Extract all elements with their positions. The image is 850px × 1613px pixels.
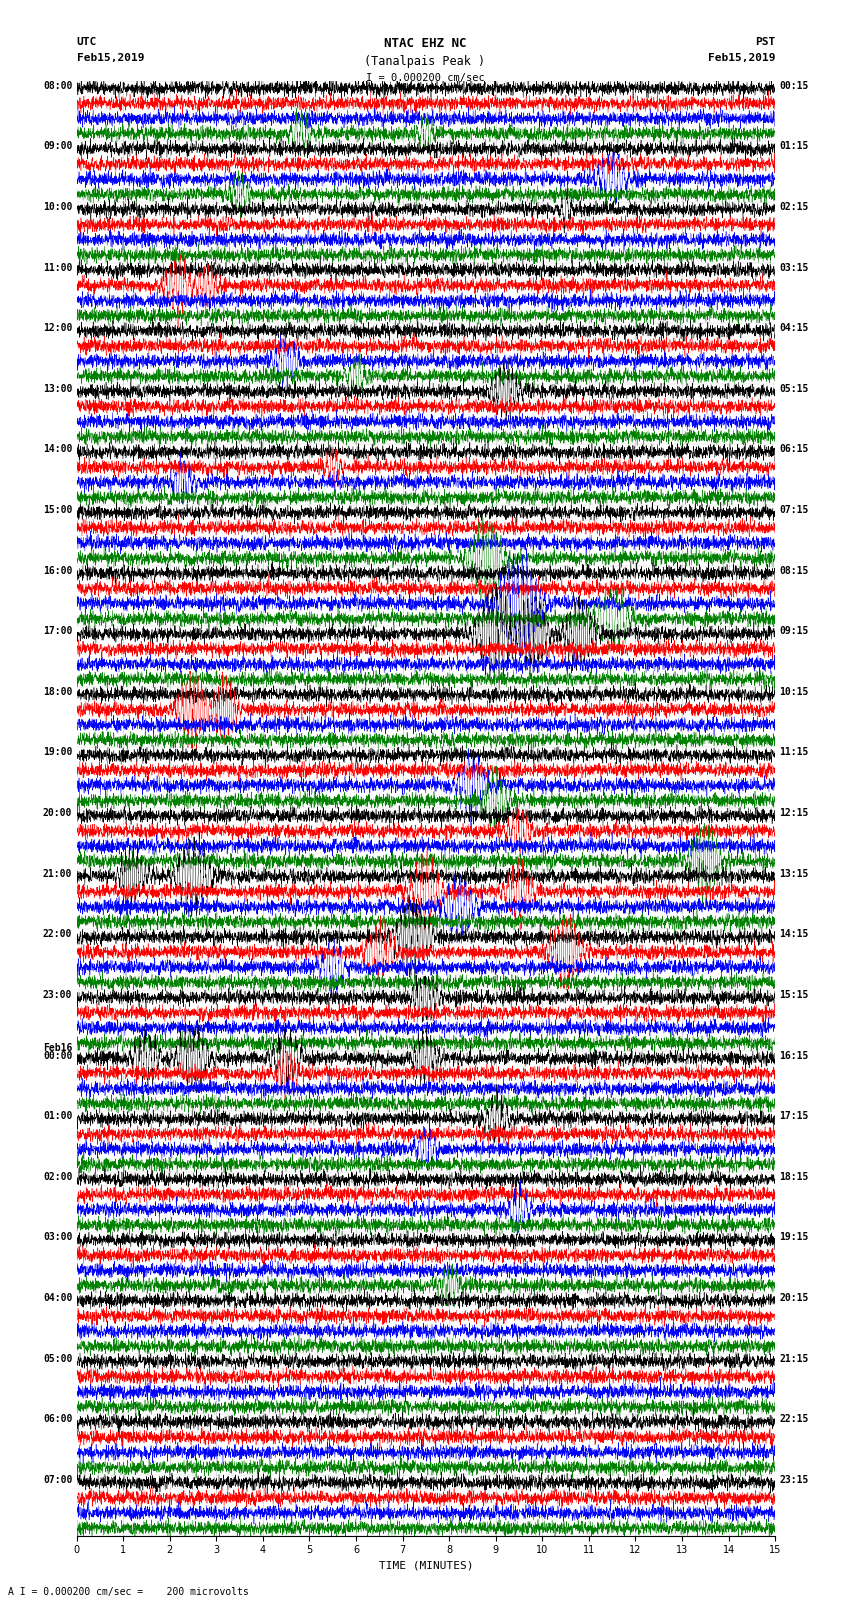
Text: 13:00: 13:00 (42, 384, 72, 394)
Text: 16:00: 16:00 (42, 566, 72, 576)
Text: 12:00: 12:00 (42, 323, 72, 334)
Text: 08:00: 08:00 (42, 81, 72, 90)
Text: 21:00: 21:00 (42, 869, 72, 879)
Text: A I = 0.000200 cm/sec =    200 microvolts: A I = 0.000200 cm/sec = 200 microvolts (8, 1587, 249, 1597)
Text: 09:15: 09:15 (779, 626, 809, 636)
Text: 04:00: 04:00 (42, 1294, 72, 1303)
Text: 11:00: 11:00 (42, 263, 72, 273)
Text: 12:15: 12:15 (779, 808, 809, 818)
Text: 10:15: 10:15 (779, 687, 809, 697)
Text: 17:00: 17:00 (42, 626, 72, 636)
Text: 00:00: 00:00 (42, 1050, 72, 1061)
Text: UTC: UTC (76, 37, 97, 47)
Text: Feb16: Feb16 (42, 1042, 72, 1053)
Text: NTAC EHZ NC: NTAC EHZ NC (383, 37, 467, 50)
Text: I = 0.000200 cm/sec: I = 0.000200 cm/sec (366, 73, 484, 82)
Text: 19:15: 19:15 (779, 1232, 809, 1242)
Text: 22:15: 22:15 (779, 1415, 809, 1424)
Text: 16:15: 16:15 (779, 1050, 809, 1061)
Text: 10:00: 10:00 (42, 202, 72, 211)
Text: 11:15: 11:15 (779, 747, 809, 758)
Text: 09:00: 09:00 (42, 142, 72, 152)
Text: 18:15: 18:15 (779, 1171, 809, 1182)
Text: 14:00: 14:00 (42, 445, 72, 455)
Text: 06:00: 06:00 (42, 1415, 72, 1424)
Text: 02:15: 02:15 (779, 202, 809, 211)
Text: 13:15: 13:15 (779, 869, 809, 879)
Text: Feb15,2019: Feb15,2019 (708, 53, 775, 63)
Text: 07:00: 07:00 (42, 1474, 72, 1486)
Text: 05:15: 05:15 (779, 384, 809, 394)
Text: Feb15,2019: Feb15,2019 (76, 53, 144, 63)
Text: 03:15: 03:15 (779, 263, 809, 273)
Text: (Tanalpais Peak ): (Tanalpais Peak ) (365, 55, 485, 68)
Text: 07:15: 07:15 (779, 505, 809, 515)
Text: 17:15: 17:15 (779, 1111, 809, 1121)
Text: 06:15: 06:15 (779, 445, 809, 455)
Text: 21:15: 21:15 (779, 1353, 809, 1363)
Text: 01:00: 01:00 (42, 1111, 72, 1121)
Text: 00:15: 00:15 (779, 81, 809, 90)
Text: 08:15: 08:15 (779, 566, 809, 576)
X-axis label: TIME (MINUTES): TIME (MINUTES) (378, 1561, 473, 1571)
Text: 05:00: 05:00 (42, 1353, 72, 1363)
Text: 15:15: 15:15 (779, 990, 809, 1000)
Text: 15:00: 15:00 (42, 505, 72, 515)
Text: 23:15: 23:15 (779, 1474, 809, 1486)
Text: 23:00: 23:00 (42, 990, 72, 1000)
Text: 01:15: 01:15 (779, 142, 809, 152)
Text: 20:15: 20:15 (779, 1294, 809, 1303)
Text: 02:00: 02:00 (42, 1171, 72, 1182)
Text: 22:00: 22:00 (42, 929, 72, 939)
Text: 19:00: 19:00 (42, 747, 72, 758)
Text: 20:00: 20:00 (42, 808, 72, 818)
Text: PST: PST (755, 37, 775, 47)
Text: 03:00: 03:00 (42, 1232, 72, 1242)
Text: 14:15: 14:15 (779, 929, 809, 939)
Text: 18:00: 18:00 (42, 687, 72, 697)
Text: 04:15: 04:15 (779, 323, 809, 334)
